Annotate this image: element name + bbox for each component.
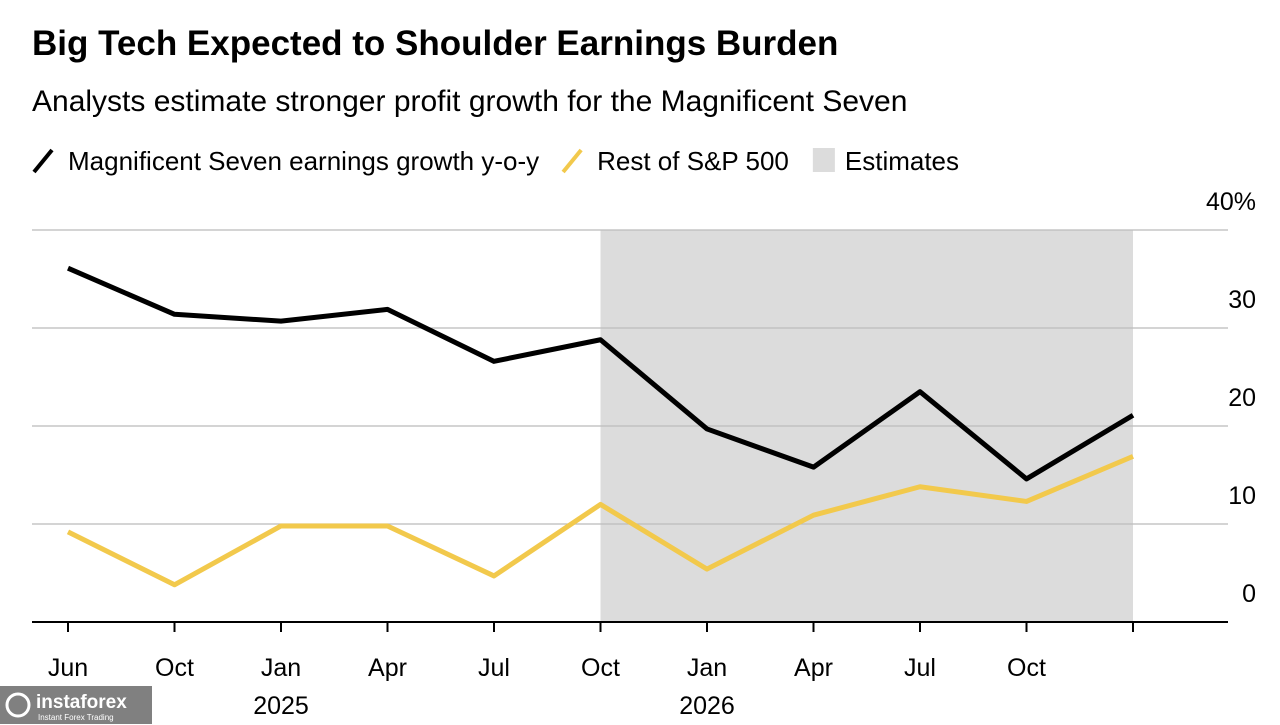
legend-label: Magnificent Seven earnings growth y-o-y <box>68 146 539 176</box>
y-tick-label: 0 <box>1242 580 1256 608</box>
legend-label: Rest of S&P 500 <box>597 146 789 176</box>
watermark-name: instaforex <box>36 692 127 713</box>
x-year-label: 2026 <box>679 692 735 720</box>
x-tick-label: Jan <box>687 654 727 682</box>
y-tick-label: 20 <box>1228 384 1256 412</box>
y-tick-label: 10 <box>1228 482 1256 510</box>
x-tick-label: Jul <box>478 654 510 682</box>
watermark-logo <box>5 692 31 718</box>
y-tick-label: 30 <box>1228 286 1256 314</box>
plot-area: 0 10 20 30 40% Jun Oct Jan 2025 Apr Jul Oct Jan 2026 A… <box>32 188 1256 720</box>
x-tick-label: Oct <box>155 654 194 682</box>
chart-title: Big Tech Expected to Shoulder Earnings B… <box>32 24 838 63</box>
x-tick-label: Jan <box>261 654 301 682</box>
legend: Magnificent Seven earnings growth y-o-y R… <box>32 146 959 176</box>
watermark-tagline: Instant Forex Trading <box>38 713 114 722</box>
chart-subtitle: Analysts estimate stronger profit growth… <box>32 85 907 118</box>
x-year-label: 2025 <box>253 692 309 720</box>
y-tick-label: 40% <box>1206 188 1256 216</box>
legend-swatch <box>561 148 583 174</box>
x-tick-label: Jul <box>904 654 936 682</box>
series-line <box>66 454 1134 588</box>
x-tick-label: Apr <box>368 654 407 682</box>
x-tick-label: Oct <box>1007 654 1046 682</box>
legend-label: Estimates <box>845 146 959 176</box>
x-tick-label: Apr <box>794 654 833 682</box>
watermark-box <box>0 686 152 724</box>
series-line <box>67 265 1135 482</box>
legend-swatch <box>812 148 835 172</box>
x-tick-label: Oct <box>581 654 620 682</box>
legend-swatch <box>32 148 54 174</box>
x-tick-label: Jun <box>48 654 88 682</box>
